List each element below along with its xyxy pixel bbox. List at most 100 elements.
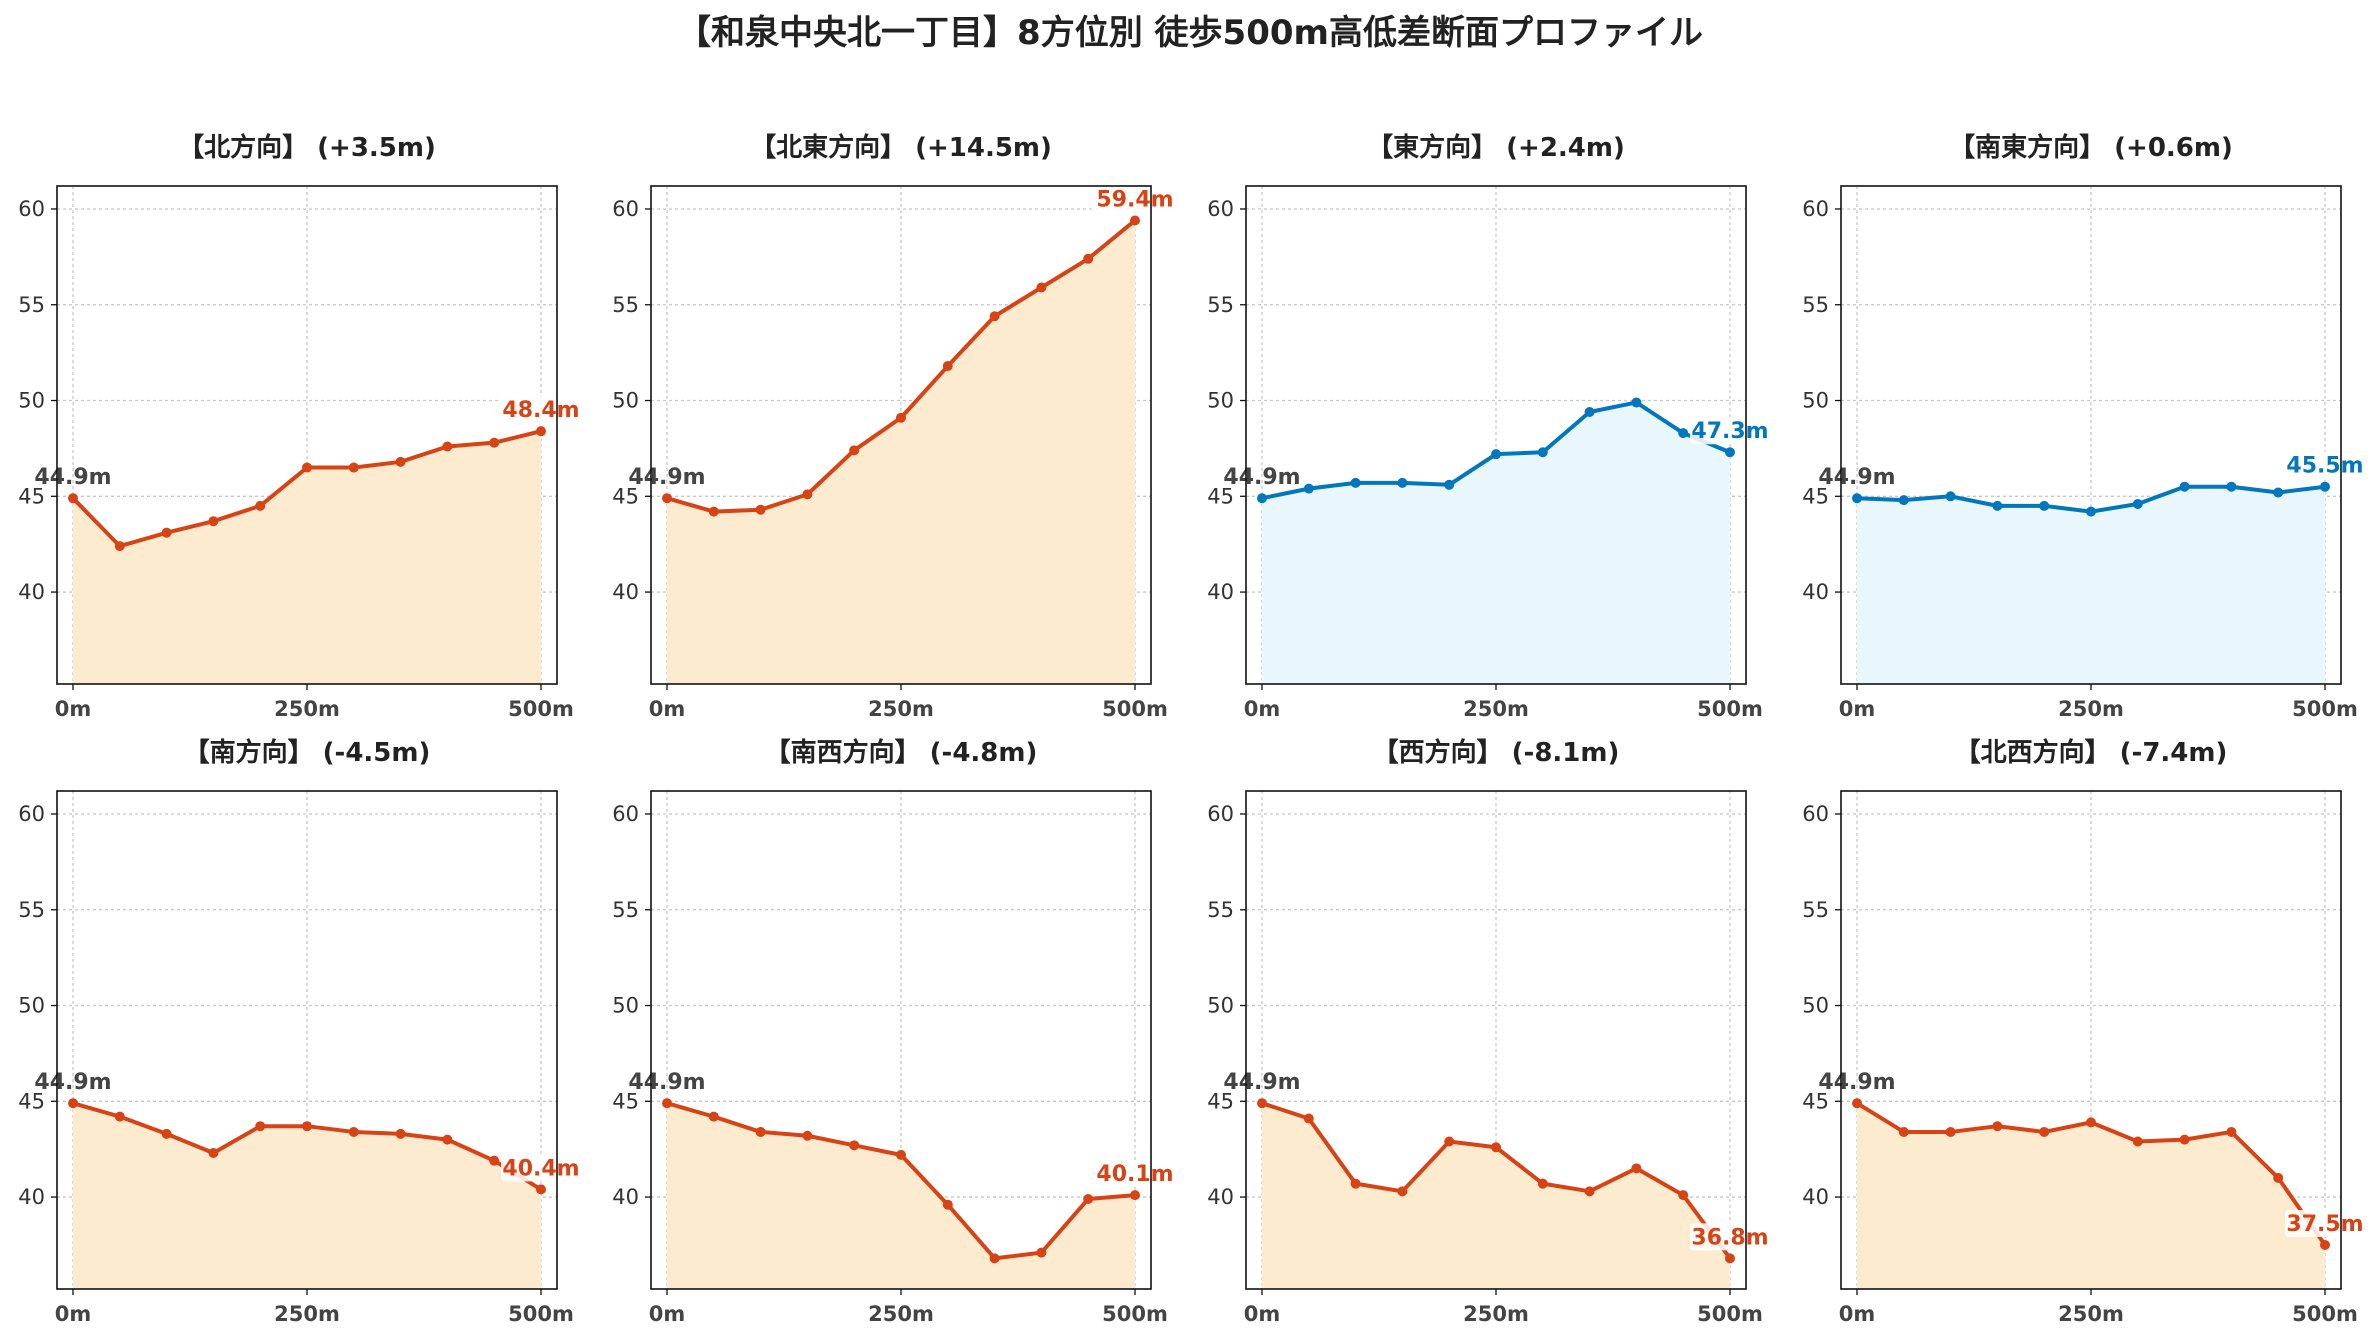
start-elevation-label: 44.9m: [34, 465, 111, 490]
data-point: [1130, 1190, 1140, 1201]
y-tick-label: 55: [1802, 898, 1829, 922]
data-point: [2039, 1126, 2050, 1137]
data-point: [755, 1126, 766, 1137]
y-tick-label: 60: [1802, 197, 1829, 221]
y-tick-label: 40: [1802, 1185, 1829, 1209]
data-point: [2273, 487, 2284, 498]
data-point: [302, 462, 312, 473]
y-tick-label: 40: [612, 1185, 639, 1209]
data-point: [2320, 481, 2330, 492]
profile-panel-6: 【南西方向】 (-4.8m) 40 45 50 55 60 0m 250m 500m 44.9m 4…: [612, 737, 1175, 1326]
y-tick-label: 45: [612, 484, 639, 508]
x-tick-label: 500m: [508, 697, 574, 721]
y-tick-label: 40: [18, 1185, 45, 1209]
panel-title: 【北東方向】 (+14.5m): [750, 132, 1052, 163]
end-elevation-label: 47.3m: [1691, 419, 1768, 444]
y-tick-label: 60: [1802, 802, 1829, 826]
x-tick-label: 250m: [2058, 697, 2124, 721]
x-tick-label: 500m: [2292, 697, 2358, 721]
y-tick-label: 50: [1802, 389, 1829, 413]
data-point: [442, 441, 453, 452]
plot-frame: [56, 790, 558, 1290]
data-point: [2086, 506, 2096, 517]
end-elevation-label: 40.4m: [502, 1156, 579, 1181]
elevation-area: [1857, 486, 2325, 684]
data-point: [1257, 493, 1267, 504]
data-point: [662, 1098, 672, 1109]
y-tick-label: 40: [612, 580, 639, 604]
data-point: [1083, 253, 1094, 264]
elevation-area: [1262, 1103, 1730, 1289]
end-elevation-label: 48.4m: [502, 398, 579, 423]
data-point: [662, 493, 672, 504]
data-point: [942, 1199, 953, 1210]
y-tick-label: 50: [18, 389, 45, 413]
data-point: [1303, 483, 1314, 494]
profile-panel-2: 【北東方向】 (+14.5m) 40 45 50 55 60 0m 250m 500m 44.9m…: [612, 132, 1175, 721]
data-point: [114, 1111, 125, 1122]
data-point: [1491, 1142, 1501, 1153]
data-point: [1130, 215, 1140, 226]
profile-panel-5: 【南方向】 (-4.5m) 40 45 50 55 60 0m 250m 500m 44.9m 40…: [18, 737, 581, 1326]
y-tick-label: 40: [1802, 580, 1829, 604]
data-point: [942, 361, 953, 372]
x-tick-label: 0m: [1839, 1302, 1876, 1326]
data-point: [708, 506, 719, 517]
start-elevation-label: 44.9m: [1818, 1070, 1895, 1095]
y-tick-label: 60: [18, 197, 45, 221]
data-point: [161, 527, 172, 538]
data-point: [755, 504, 766, 515]
end-label-background: [2285, 451, 2365, 479]
y-tick-label: 40: [1207, 1185, 1234, 1209]
data-point: [348, 462, 359, 473]
end-label-background: [1690, 417, 1770, 445]
y-tick-label: 50: [612, 389, 639, 413]
data-point: [802, 489, 813, 500]
end-label-background: [1690, 1223, 1770, 1251]
data-point: [1584, 407, 1595, 418]
profile-panel-4: 【南東方向】 (+0.6m) 40 45 50 55 60 0m 250m 500m 44.9m 4…: [1802, 132, 2365, 721]
start-elevation-label: 44.9m: [1223, 1070, 1300, 1095]
panel-title: 【北西方向】 (-7.4m): [1955, 737, 2228, 768]
panel-title: 【西方向】 (-8.1m): [1373, 737, 1620, 768]
y-tick-label: 45: [612, 1089, 639, 1113]
data-point: [1725, 1253, 1735, 1264]
x-tick-label: 250m: [274, 1302, 340, 1326]
y-tick-label: 50: [612, 994, 639, 1018]
plot-frame: [650, 185, 1152, 685]
data-point: [2086, 1117, 2096, 1128]
data-point: [1725, 447, 1735, 458]
elevation-area: [667, 220, 1135, 684]
plot-frame: [1245, 790, 1747, 1290]
x-tick-label: 0m: [55, 1302, 92, 1326]
data-point: [1678, 428, 1689, 439]
plot-frame: [1840, 185, 2342, 685]
data-point: [1584, 1186, 1595, 1197]
elevation-area: [667, 1103, 1135, 1289]
x-tick-label: 250m: [2058, 1302, 2124, 1326]
data-point: [1350, 477, 1361, 488]
start-elevation-label: 44.9m: [628, 1070, 705, 1095]
data-point: [2039, 500, 2050, 511]
start-elevation-label: 44.9m: [34, 1070, 111, 1095]
data-point: [1631, 1163, 1642, 1174]
plot-frame: [650, 790, 1152, 1290]
end-elevation-label: 40.1m: [1096, 1162, 1173, 1187]
panel-title: 【北方向】 (+3.5m): [178, 132, 436, 163]
x-tick-label: 250m: [1463, 1302, 1529, 1326]
y-tick-label: 45: [1802, 484, 1829, 508]
data-point: [348, 1126, 359, 1137]
data-point: [1036, 1247, 1047, 1258]
start-elevation-label: 44.9m: [1818, 465, 1895, 490]
x-tick-label: 0m: [1839, 697, 1876, 721]
data-point: [1083, 1193, 1094, 1204]
x-tick-label: 500m: [1102, 1302, 1168, 1326]
data-point: [802, 1130, 813, 1141]
plot-frame: [56, 185, 558, 685]
data-point: [1303, 1113, 1314, 1124]
data-point: [1257, 1098, 1267, 1109]
data-point: [489, 437, 500, 448]
y-tick-label: 55: [1207, 898, 1234, 922]
data-point: [1852, 1098, 1862, 1109]
x-tick-label: 0m: [55, 697, 92, 721]
